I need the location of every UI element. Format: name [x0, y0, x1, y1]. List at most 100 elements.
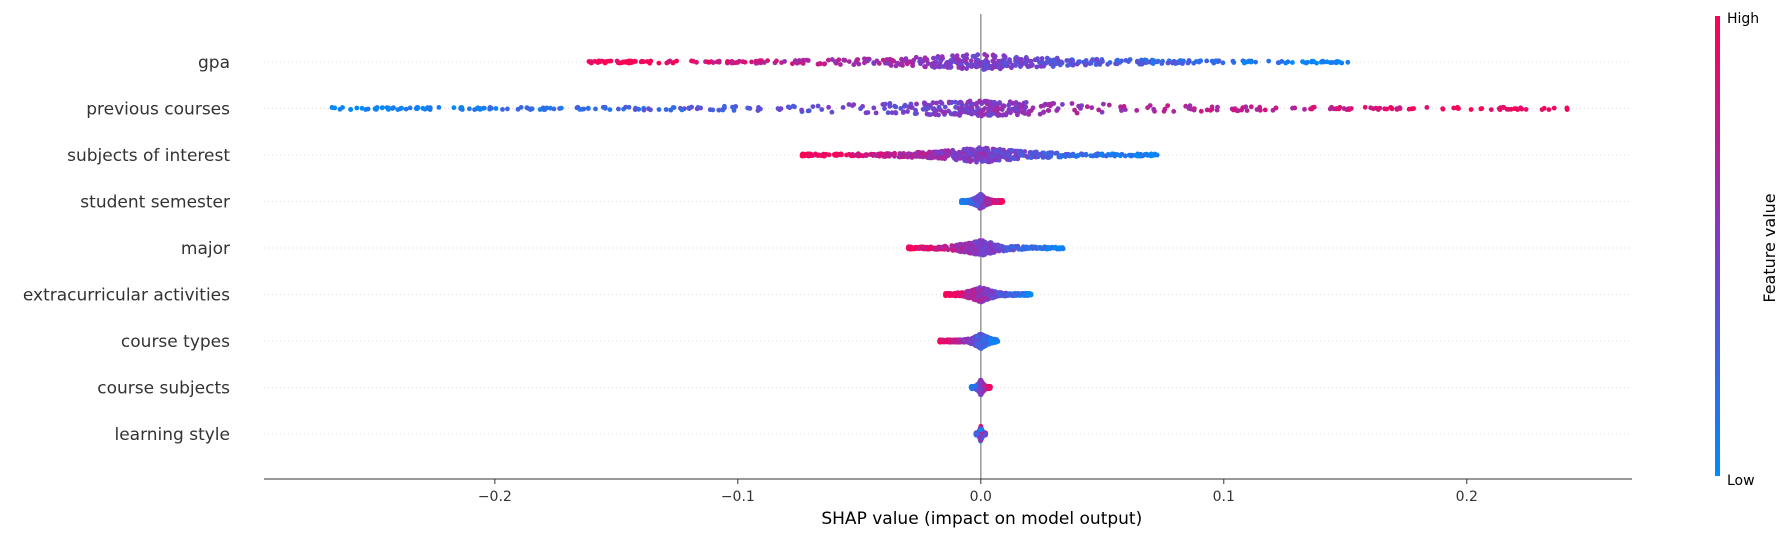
shap-point: [799, 152, 805, 158]
shap-point: [359, 105, 365, 111]
shap-point: [939, 244, 945, 250]
shap-point: [1362, 104, 1368, 110]
shap-point: [903, 56, 909, 61]
shap-point: [1076, 153, 1081, 158]
shap-point: [588, 59, 594, 64]
shap-point: [1384, 106, 1390, 112]
shap-point: [985, 59, 991, 65]
shap-point: [1134, 152, 1139, 158]
shap-point: [1100, 59, 1105, 64]
shap-point: [982, 248, 988, 254]
shap-point: [995, 244, 1001, 250]
shap-point: [961, 147, 967, 152]
shap-point: [1028, 149, 1033, 155]
shap-point: [993, 149, 999, 154]
shap-point: [487, 105, 493, 110]
shap-point: [1024, 153, 1029, 159]
shap-point: [978, 288, 984, 293]
shap-point: [595, 59, 601, 65]
shap-point: [914, 101, 919, 107]
shap-point: [833, 59, 838, 65]
shap-point: [1070, 153, 1076, 159]
shap-point: [399, 105, 404, 111]
shap-point: [956, 65, 962, 70]
points-layer: [329, 52, 1570, 444]
shap-point: [966, 290, 972, 296]
shap-point: [1015, 112, 1020, 118]
shap-point: [977, 145, 982, 151]
shap-point: [585, 105, 591, 111]
shap-point: [607, 107, 613, 112]
shap-point: [993, 156, 999, 162]
shap-point: [909, 59, 915, 65]
shap-point: [459, 105, 465, 110]
shap-point: [1046, 245, 1052, 251]
shap-point: [1000, 151, 1006, 156]
shap-point: [686, 105, 692, 111]
shap-point: [641, 59, 646, 65]
shap-point: [942, 104, 948, 110]
shap-point: [1063, 153, 1069, 159]
shap-point: [1079, 103, 1084, 108]
shap-point: [1047, 57, 1053, 63]
shap-point: [1152, 152, 1158, 158]
shap-point: [1068, 59, 1073, 64]
shap-point: [934, 100, 939, 106]
shap-point: [1191, 60, 1197, 66]
shap-point: [1041, 245, 1047, 250]
shap-point: [1010, 244, 1015, 250]
shap-point: [1327, 106, 1333, 112]
shap-point: [974, 242, 980, 248]
shap-point: [978, 345, 984, 351]
shap-point: [755, 108, 761, 113]
shap-point: [988, 154, 994, 159]
shap-point: [878, 151, 883, 157]
shap-point: [1022, 111, 1028, 116]
shap-point: [928, 150, 933, 155]
shap-point: [782, 59, 787, 64]
shap-point: [967, 159, 973, 165]
shap-point: [1216, 58, 1222, 64]
shap-point: [800, 61, 806, 66]
shap-point: [939, 151, 945, 156]
shap-point: [1270, 107, 1276, 113]
shap-point: [1253, 59, 1258, 65]
shap-point: [1198, 108, 1204, 114]
shap-point: [451, 105, 457, 111]
shap-point: [790, 103, 796, 109]
shap-point: [1388, 105, 1393, 110]
shap-point: [403, 106, 409, 112]
shap-point: [354, 105, 360, 111]
shap-point: [577, 107, 583, 112]
shap-point: [887, 103, 893, 109]
shap-point: [975, 341, 981, 347]
shap-point: [963, 199, 968, 205]
shap-point: [856, 61, 862, 67]
shap-point: [515, 106, 521, 112]
shap-point: [829, 109, 835, 115]
shap-point: [826, 57, 831, 63]
shap-point: [1151, 106, 1157, 112]
shap-point: [1165, 103, 1171, 108]
shap-point: [671, 105, 677, 110]
shap-point: [733, 60, 739, 65]
x-tick-label: 0.0: [970, 489, 992, 505]
colorbar-title: Feature value: [1760, 193, 1779, 302]
shap-point: [977, 98, 983, 104]
shap-point: [373, 106, 379, 111]
shap-point: [1119, 151, 1125, 157]
shap-point: [729, 60, 735, 66]
shap-point: [1076, 59, 1081, 65]
shap-point: [558, 105, 564, 111]
shap-point: [970, 292, 976, 298]
shap-point: [505, 106, 510, 112]
shap-point: [986, 247, 991, 253]
shap-point: [1019, 60, 1025, 65]
shap-point: [940, 109, 946, 115]
shap-point: [898, 62, 903, 67]
shap-point: [1093, 152, 1098, 158]
shap-point: [989, 158, 994, 163]
shap-point: [390, 106, 395, 111]
shap-point: [1171, 109, 1177, 114]
